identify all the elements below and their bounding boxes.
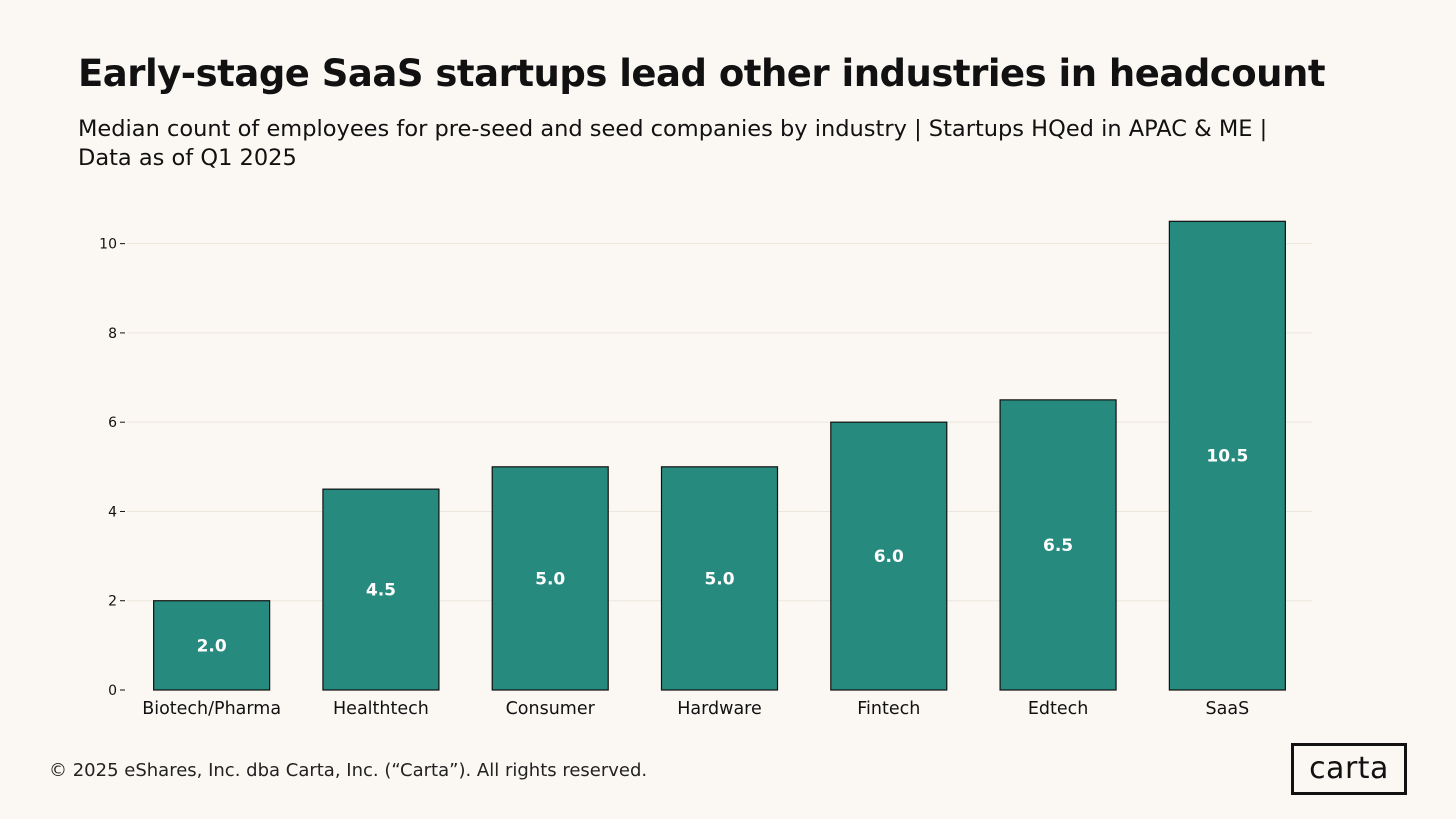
x-category-label: Fintech	[857, 699, 920, 719]
bar	[322, 488, 440, 691]
bar	[660, 466, 779, 691]
y-axis: 0 2 4 6 8 10	[99, 237, 125, 699]
x-category-label: Biotech/Pharma	[142, 699, 281, 719]
y-tick-label: 2	[108, 594, 117, 610]
bar-value-label: 4.5	[366, 581, 396, 601]
bar	[1168, 220, 1286, 691]
bar	[153, 600, 271, 691]
bar-value-label: 5.0	[704, 569, 734, 589]
x-category-label: SaaS	[1206, 699, 1250, 719]
x-category-label: Hardware	[677, 699, 762, 719]
bar-value-label: 2.0	[197, 636, 227, 656]
bar-value-label: 6.0	[874, 547, 904, 567]
y-tick-label: 4	[108, 504, 117, 520]
chart-subtitle: Median count of employees for pre-seed a…	[78, 116, 1268, 171]
x-axis-labels: Biotech/Pharma Healthtech Consumer Hardware…	[142, 699, 1249, 719]
x-category-label: Healthtech	[333, 699, 429, 719]
bar	[999, 399, 1117, 691]
bars: 2.0 4.5 5.0 5.0 6.0 6.5 10.5	[153, 220, 1286, 691]
y-tick-label: 6	[108, 415, 117, 431]
bar	[830, 421, 948, 691]
chart-title: Early-stage SaaS startups lead other ind…	[78, 52, 1326, 95]
bar-value-label: 5.0	[535, 569, 565, 589]
x-category-label: Edtech	[1028, 699, 1089, 719]
bar	[491, 466, 609, 691]
y-tick-label: 0	[108, 683, 117, 699]
x-category-label: Consumer	[506, 699, 596, 719]
bar-value-label: 10.5	[1206, 447, 1248, 467]
bar-value-label: 6.5	[1043, 536, 1073, 556]
copyright-footer: © 2025 eShares, Inc. dba Carta, Inc. (“C…	[49, 760, 648, 781]
carta-logo: carta	[1291, 743, 1407, 795]
y-tick-label: 8	[108, 326, 117, 342]
y-tick-label: 10	[99, 237, 117, 253]
